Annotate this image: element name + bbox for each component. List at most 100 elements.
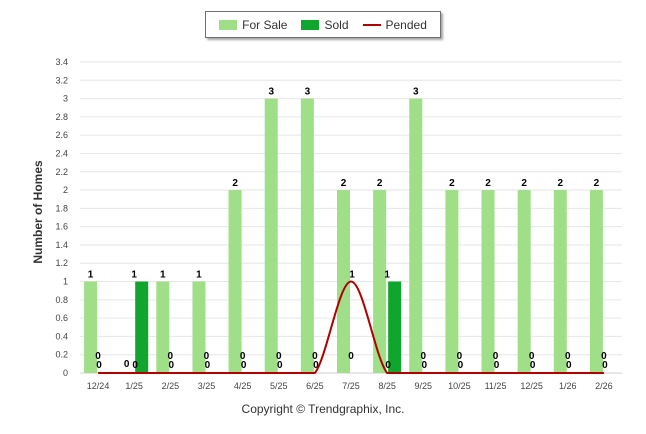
y-tick-label: 1.6 bbox=[55, 222, 68, 232]
y-tick-label: 3.2 bbox=[55, 75, 68, 85]
data-label-for-sale: 2 bbox=[558, 178, 564, 189]
y-tick-label: 3 bbox=[63, 94, 68, 104]
data-label-sold: 1 bbox=[384, 270, 390, 281]
bar-for-sale bbox=[228, 190, 242, 373]
y-tick-label: 0.8 bbox=[55, 295, 68, 305]
bar-for-sale bbox=[409, 98, 423, 374]
data-label-for-sale: 2 bbox=[521, 178, 527, 189]
bar-for-sale bbox=[373, 190, 387, 373]
legend-label-pended: Pended bbox=[385, 17, 427, 32]
chart-legend: For Sale Sold Pended bbox=[205, 11, 441, 38]
data-label-pended: 0 bbox=[602, 360, 608, 371]
legend-item-sold[interactable]: Sold bbox=[301, 17, 349, 32]
data-label-sold: 0 bbox=[95, 351, 101, 362]
data-label-for-sale: 3 bbox=[413, 87, 419, 98]
data-label-pended: 0 bbox=[421, 360, 427, 371]
data-label-for-sale: 2 bbox=[232, 178, 238, 189]
data-label-sold: 0 bbox=[529, 351, 535, 362]
y-tick-label: 2.6 bbox=[55, 130, 68, 140]
data-label-pended: 0 bbox=[530, 360, 536, 371]
data-label-for-sale: 2 bbox=[594, 178, 600, 189]
bar-sold bbox=[388, 281, 402, 373]
y-tick-label: 0.6 bbox=[55, 313, 68, 323]
data-label-pended: 0 bbox=[277, 360, 283, 371]
bar-for-sale bbox=[300, 98, 314, 374]
y-tick-label: 3.4 bbox=[55, 57, 68, 67]
x-tick-label: 1/26 bbox=[559, 381, 577, 391]
bar-for-sale bbox=[481, 190, 495, 373]
data-label-pended: 0 bbox=[169, 360, 175, 371]
data-label-sold: 0 bbox=[276, 351, 282, 362]
data-label-for-sale: 2 bbox=[485, 178, 491, 189]
data-label-pended: 0 bbox=[205, 360, 211, 371]
data-label-for-sale: 3 bbox=[305, 87, 311, 98]
bar-for-sale bbox=[264, 98, 278, 374]
x-tick-label: 12/24 bbox=[87, 381, 110, 391]
y-axis-label: Number of Homes bbox=[31, 160, 45, 264]
data-label-pended: 0 bbox=[241, 360, 247, 371]
x-tick-label: 4/25 bbox=[234, 381, 252, 391]
y-tick-label: 2.2 bbox=[55, 167, 68, 177]
x-tick-label: 5/25 bbox=[270, 381, 288, 391]
data-label-for-sale: 0 bbox=[124, 359, 130, 370]
legend-label-sold: Sold bbox=[324, 17, 349, 32]
data-label-pended: 0 bbox=[313, 360, 319, 371]
data-label-for-sale: 1 bbox=[160, 270, 166, 281]
x-tick-label: 12/25 bbox=[520, 381, 543, 391]
bar-for-sale bbox=[517, 190, 531, 373]
bar-for-sale bbox=[589, 190, 603, 373]
data-label-for-sale: 2 bbox=[377, 178, 383, 189]
data-label-pended: 0 bbox=[132, 360, 138, 371]
legend-swatch-for-sale bbox=[219, 19, 238, 30]
data-label-sold: 0 bbox=[240, 351, 246, 362]
line-pended bbox=[98, 280, 604, 374]
bar-for-sale bbox=[156, 281, 170, 373]
legend-swatch-sold bbox=[301, 19, 320, 30]
y-tick-label: 1.8 bbox=[55, 203, 68, 213]
x-tick-label: 2/25 bbox=[162, 381, 180, 391]
data-label-sold: 0 bbox=[565, 351, 571, 362]
bar-for-sale bbox=[192, 281, 206, 373]
data-label-sold: 0 bbox=[204, 351, 210, 362]
data-label-sold: 0 bbox=[168, 351, 174, 362]
y-tick-label: 1 bbox=[63, 277, 68, 287]
data-label-sold: 0 bbox=[348, 351, 354, 362]
data-label-pended: 0 bbox=[494, 360, 500, 371]
y-tick-label: 2.8 bbox=[55, 112, 68, 122]
data-label-for-sale: 2 bbox=[449, 178, 455, 189]
data-label-pended: 0 bbox=[566, 360, 572, 371]
y-tick-label: 0 bbox=[63, 368, 68, 378]
y-tick-label: 1.4 bbox=[55, 240, 68, 250]
x-tick-label: 2/26 bbox=[595, 381, 613, 391]
data-label-sold: 0 bbox=[601, 351, 607, 362]
y-tick-label: 2.4 bbox=[55, 148, 68, 158]
x-tick-label: 8/25 bbox=[378, 381, 396, 391]
bar-for-sale bbox=[84, 281, 98, 373]
y-tick-label: 0.2 bbox=[55, 350, 68, 360]
data-label-sold: 0 bbox=[457, 351, 463, 362]
bar-for-sale bbox=[553, 190, 567, 373]
data-label-sold: 0 bbox=[493, 351, 499, 362]
data-label-sold: 0 bbox=[420, 351, 426, 362]
bar-for-sale bbox=[337, 190, 350, 373]
legend-item-for-sale[interactable]: For Sale bbox=[219, 18, 287, 32]
bar-sold bbox=[135, 281, 149, 373]
legend-swatch-pended bbox=[362, 23, 381, 26]
data-label-for-sale: 3 bbox=[268, 87, 274, 98]
x-tick-label: 11/25 bbox=[485, 381, 507, 391]
data-label-pended: 0 bbox=[458, 360, 464, 371]
copyright-footer: Copyright © Trendgraphix, Inc. bbox=[241, 402, 405, 416]
data-label-sold: 0 bbox=[312, 351, 318, 362]
data-label-pended: 1 bbox=[349, 270, 355, 281]
bar-for-sale bbox=[445, 190, 459, 373]
x-tick-label: 1/25 bbox=[125, 381, 143, 391]
data-label-pended: 0 bbox=[385, 360, 391, 371]
y-tick-label: 2 bbox=[63, 185, 68, 195]
data-label-for-sale: 2 bbox=[341, 178, 347, 189]
data-label-for-sale: 1 bbox=[196, 270, 202, 281]
data-label-pended: 0 bbox=[96, 360, 102, 371]
legend-item-pended[interactable]: Pended bbox=[362, 17, 427, 32]
x-tick-label: 10/25 bbox=[448, 381, 471, 391]
data-label-sold: 1 bbox=[131, 270, 137, 281]
